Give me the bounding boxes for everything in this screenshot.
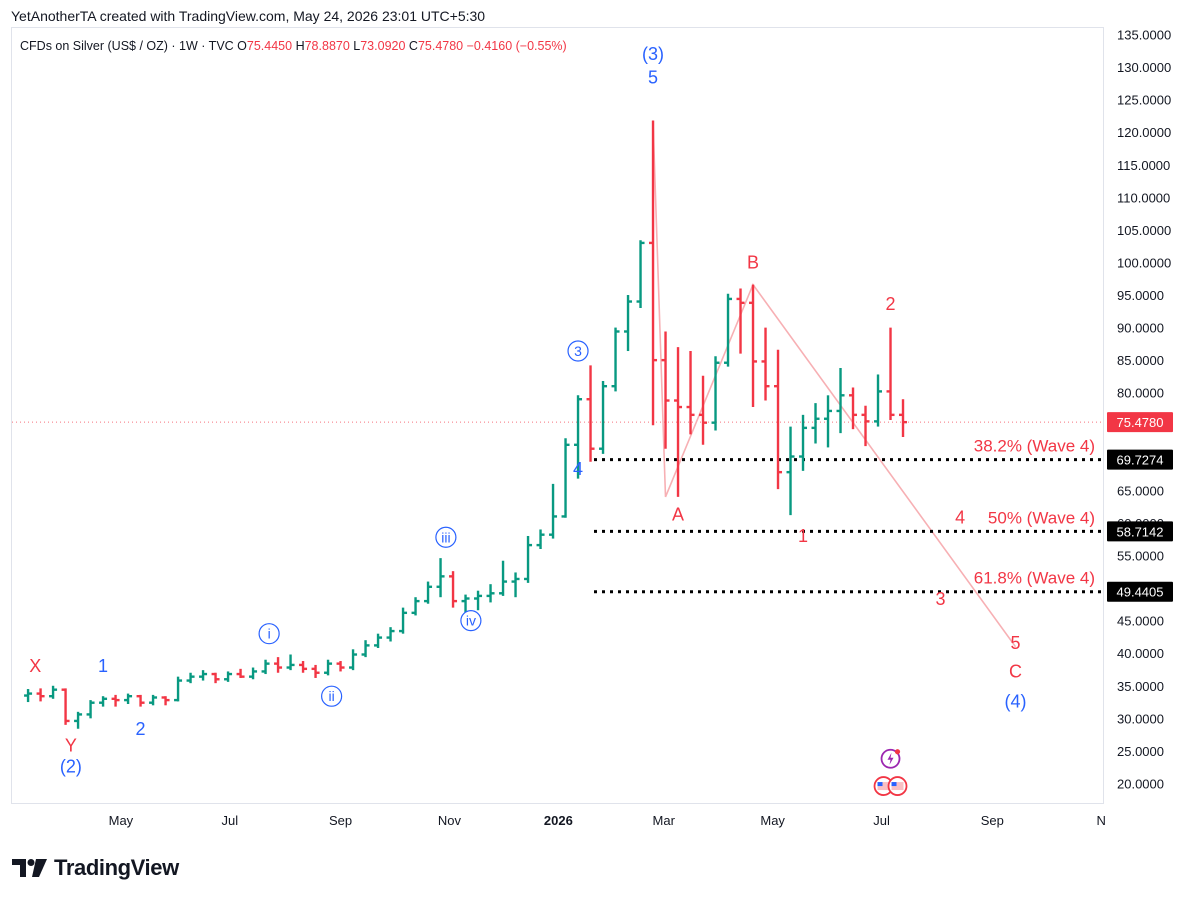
y-axis-tick-label: 25.0000 — [1117, 744, 1164, 759]
x-axis-tick-label: May — [109, 813, 134, 828]
y-axis-tick-label: 40.0000 — [1117, 646, 1164, 661]
tradingview-logo[interactable]: TradingView — [12, 855, 179, 881]
fib-level-label: 50% (Wave 4) — [988, 508, 1095, 527]
chart-credit: YetAnotherTA created with TradingView.co… — [11, 8, 486, 24]
bolt-icon-glyph — [887, 752, 894, 765]
wave-label: 2 — [886, 294, 896, 314]
legend-change: −0.4160 (−0.55%) — [466, 39, 567, 53]
last-price-tag-bg — [1107, 412, 1173, 433]
symbol-legend[interactable]: CFDs on Silver (US$ / OZ) · 1W · TVC O75… — [20, 39, 567, 53]
legend-high-label: H — [295, 39, 305, 53]
y-axis-tick-label: 135.0000 — [1117, 28, 1171, 43]
tradingview-logo-text: TradingView — [54, 855, 179, 880]
y-axis-tick-label: 95.0000 — [1117, 288, 1164, 303]
wave-label-circle — [321, 685, 343, 707]
y-axis-tick-label: 115.0000 — [1117, 158, 1170, 173]
notification-dot — [894, 749, 901, 755]
y-axis-tick-label: 130.0000 — [1117, 60, 1171, 75]
wave-label: i — [268, 626, 271, 642]
legend-open-label: O — [237, 39, 247, 53]
wave-label: B — [747, 252, 759, 272]
fib-level-price-tag-bg — [1107, 521, 1173, 542]
y-axis-tick-label: 110.0000 — [1117, 190, 1170, 205]
wave-label: 5 — [648, 67, 658, 87]
wave-label: Y — [65, 736, 77, 756]
fib-level-price-tag: 69.7274 — [1117, 453, 1164, 468]
x-axis-tick-label: 2026 — [544, 813, 573, 828]
tradingview-logo-icon — [12, 859, 47, 877]
wave-label: A — [672, 504, 684, 524]
legend-symbol: CFDs on Silver (US$ / OZ) · 1W · TVC — [20, 39, 234, 53]
wave-label: 3 — [574, 343, 582, 359]
x-axis-tick-label: Jul — [222, 813, 239, 828]
legend-close-value: 75.4780 — [417, 39, 464, 53]
wave-label-circle — [435, 526, 457, 548]
legend-close-label: C — [408, 39, 418, 53]
y-axis-tick-label: 125.0000 — [1117, 93, 1171, 108]
wave-label: (3) — [642, 44, 664, 64]
flag-icon-stripes — [891, 782, 904, 791]
chart-frame — [11, 27, 1104, 804]
flag-icon-canton — [891, 782, 897, 787]
legend-open-value: 75.4450 — [246, 39, 293, 53]
x-axis-tick-label: Nov — [438, 813, 462, 828]
wave-label: 4 — [573, 459, 583, 479]
fib-level-price-tag-bg — [1107, 449, 1173, 470]
wave-label-circle — [258, 623, 280, 645]
fib-level-label: 61.8% (Wave 4) — [974, 569, 1095, 588]
legend-low-label: L — [353, 39, 361, 53]
wave-label: iii — [441, 529, 450, 545]
fib-level-price-tag: 49.4405 — [1117, 585, 1164, 600]
fib-level-label: 38.2% (Wave 4) — [974, 437, 1095, 456]
wave-label: X — [29, 656, 41, 676]
wave-label: 5 — [1010, 633, 1020, 653]
wave-label: (4) — [1005, 691, 1027, 711]
y-axis-tick-label: 90.0000 — [1117, 321, 1164, 336]
y-axis-tick-label: 100.0000 — [1117, 255, 1171, 270]
x-axis-tick-label: Jul — [873, 813, 890, 828]
legend-high-value: 78.8870 — [304, 39, 350, 53]
wave-label: ii — [329, 688, 335, 704]
x-axis-tick-label: Sep — [981, 813, 1004, 828]
y-axis-tick-label: 120.0000 — [1117, 125, 1171, 140]
y-axis-tick-label: 55.0000 — [1117, 549, 1164, 564]
x-axis-tick-label: Sep — [329, 813, 352, 828]
wave-label: 1 — [98, 656, 108, 676]
wave-label: C — [1009, 661, 1022, 681]
wave-label: 1 — [798, 526, 808, 546]
x-axis-tick-label: May — [760, 813, 785, 828]
y-axis-tick-label: 105.0000 — [1117, 223, 1171, 238]
fib-level-price-tag-bg — [1107, 581, 1173, 602]
legend-low-value: 73.0920 — [360, 39, 406, 53]
wave-trendline — [652, 120, 1017, 648]
y-axis-tick-label: 20.0000 — [1117, 776, 1164, 791]
y-axis-tick-label: 65.0000 — [1117, 483, 1164, 498]
wave-label: 3 — [936, 589, 946, 609]
y-axis-tick-label: 45.0000 — [1117, 614, 1164, 629]
y-axis-tick-label: 85.0000 — [1117, 353, 1164, 368]
y-axis-tick-label: 35.0000 — [1117, 679, 1164, 694]
wave-label: 4 — [955, 508, 965, 528]
last-price-tag: 75.4780 — [1117, 415, 1164, 430]
x-axis-tick-label: Mar — [653, 813, 676, 828]
flag-icon-stripes — [877, 782, 890, 791]
flag-icon-canton — [877, 782, 883, 787]
fib-level-price-tag: 58.7142 — [1117, 524, 1164, 539]
y-axis-tick-label: 30.0000 — [1117, 711, 1164, 726]
wave-label: iv — [466, 613, 476, 629]
x-axis-tick-label: N — [1097, 813, 1106, 828]
wave-label-circle — [460, 610, 482, 632]
wave-label-circle — [567, 340, 589, 362]
wave-label: 2 — [136, 719, 146, 739]
wave-label: (2) — [60, 757, 82, 777]
y-axis-tick-label: 80.0000 — [1117, 386, 1164, 401]
